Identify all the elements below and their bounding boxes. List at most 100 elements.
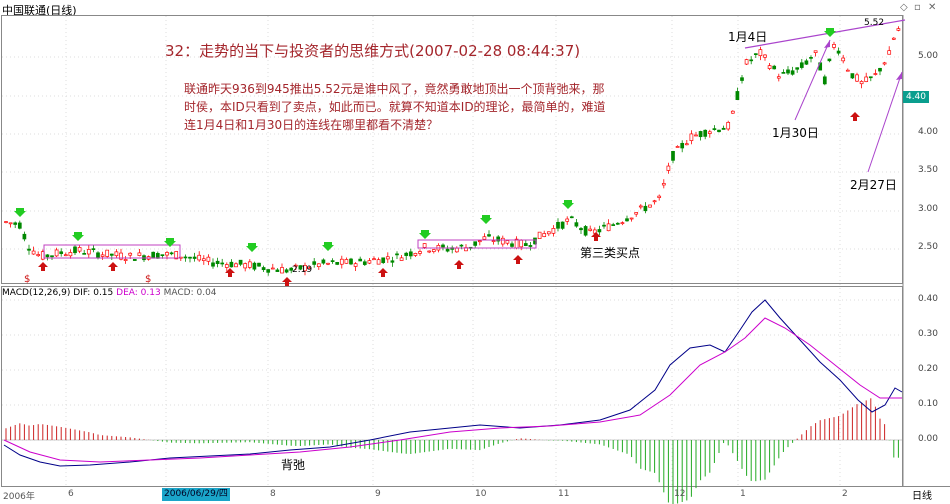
- buy-arrow-icon: [378, 268, 388, 277]
- candle-body: [211, 262, 215, 267]
- sell-arrow-icon: [14, 208, 26, 217]
- candle-body: [293, 264, 298, 267]
- candle-body: [781, 72, 786, 74]
- candle-body: [652, 200, 657, 203]
- candle-body: [270, 267, 275, 270]
- candle-body: [86, 249, 91, 255]
- candle-body: [615, 222, 620, 225]
- macd-gridlines: [2, 299, 902, 441]
- time-tick: 8: [270, 489, 276, 499]
- candle-body: [289, 267, 294, 271]
- candle-body: [22, 233, 27, 240]
- candle-body: [13, 222, 18, 225]
- candle-body: [312, 261, 317, 265]
- dollar-mark-icon: $: [24, 274, 30, 285]
- tab-daily[interactable]: 日线: [912, 491, 932, 502]
- candle-body: [634, 212, 639, 215]
- candle-body: [707, 131, 712, 134]
- candle-body: [335, 262, 340, 265]
- candle-body: [4, 221, 8, 223]
- candle-body: [280, 267, 284, 274]
- candle-body: [887, 50, 892, 55]
- time-tick: 12: [674, 489, 686, 499]
- candle-body: [68, 252, 73, 257]
- candle-body: [878, 67, 882, 72]
- candle-body: [496, 236, 501, 242]
- candle-body: [224, 264, 229, 268]
- candle-body: [569, 216, 574, 219]
- candle-body: [339, 258, 344, 265]
- sell-arrow-icon: [824, 28, 836, 37]
- candle-body: [174, 251, 179, 260]
- candle-body: [399, 257, 404, 261]
- maximize-icon[interactable]: ▫: [914, 2, 921, 13]
- candle-body: [77, 247, 82, 252]
- candle-body: [689, 133, 694, 141]
- candle-body: [776, 76, 781, 79]
- feb27-pointer: [867, 71, 903, 173]
- dollar-mark-icon: $: [145, 274, 151, 285]
- candle-body: [362, 261, 367, 265]
- time-tick: 9: [375, 489, 381, 499]
- candle-body: [588, 228, 593, 231]
- consolidation-box-1: [43, 244, 181, 259]
- time-tick: 2006年: [3, 492, 35, 502]
- candle-body: [36, 254, 41, 257]
- candle-body: [316, 263, 321, 268]
- price-tick: 5.00: [917, 51, 938, 61]
- candle-body: [537, 231, 542, 239]
- dif-label: DIF:: [73, 288, 91, 298]
- macd-legend: MACD(12,26,9) DIF: 0.15 DEA: 0.13 MACD: …: [2, 288, 217, 298]
- current-price-tag: 4.40: [903, 91, 929, 103]
- candle-body: [275, 269, 280, 272]
- candle-body: [717, 129, 721, 133]
- window-title: 中国联通(日线): [2, 4, 77, 17]
- candle-body: [247, 261, 252, 268]
- candle-body: [372, 258, 376, 261]
- label-peak-price: 5.52: [864, 18, 885, 28]
- candle-body: [349, 258, 353, 265]
- label-jan30: 1月30日: [772, 126, 819, 140]
- candle-body: [27, 248, 31, 251]
- price-tick: 4.00: [917, 127, 938, 137]
- candle-body: [850, 73, 855, 79]
- candle-body: [109, 253, 114, 256]
- candle-body: [358, 258, 363, 262]
- sell-arrow-icon: [164, 238, 176, 247]
- candle-body: [445, 248, 450, 252]
- candle-body: [197, 254, 202, 261]
- candle-body: [404, 252, 409, 256]
- candle-body: [519, 239, 524, 248]
- candle-body: [799, 62, 804, 68]
- candle-body: [510, 243, 514, 247]
- candle-body: [119, 252, 123, 260]
- candle-body: [868, 76, 873, 79]
- candle-body: [896, 28, 901, 31]
- candle-body: [749, 59, 754, 62]
- candle-body: [560, 221, 565, 229]
- buy-arrow-icon: [108, 262, 118, 271]
- buy-arrow-icon: [282, 277, 292, 286]
- candle-body: [583, 226, 588, 236]
- candle-body: [422, 243, 427, 248]
- candle-body: [206, 256, 211, 262]
- candle-body: [786, 69, 790, 74]
- candle-body: [441, 244, 445, 248]
- candle-body: [284, 269, 289, 273]
- close-icon[interactable]: ✕: [928, 2, 937, 13]
- candle-body: [836, 50, 841, 54]
- macd-tick: 0.20: [917, 364, 938, 374]
- candle-body: [827, 58, 832, 62]
- buy-arrow-icon: [454, 260, 464, 269]
- candle-body: [763, 54, 767, 58]
- candle-body: [31, 250, 36, 255]
- candle-body: [602, 224, 606, 227]
- candle-body: [565, 218, 570, 222]
- candle-body: [620, 222, 625, 225]
- restore-icon[interactable]: ◇: [900, 2, 908, 13]
- candle-body: [675, 146, 680, 148]
- candle-body: [459, 244, 464, 247]
- candle-body: [891, 37, 896, 40]
- macd-histogram: [5, 398, 899, 504]
